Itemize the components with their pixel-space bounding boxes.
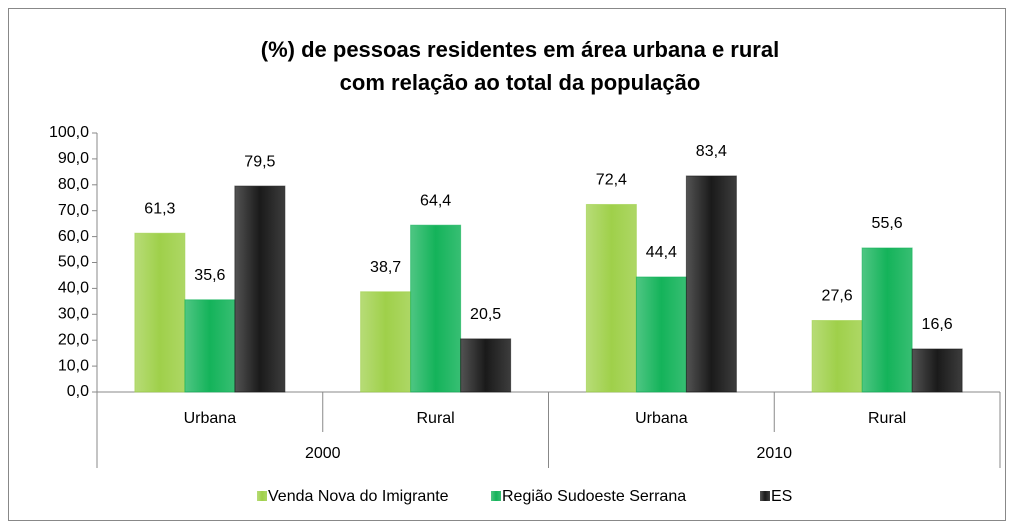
group-label: 2000: [305, 445, 341, 462]
y-tick-label: 0,0: [67, 383, 89, 400]
bar: [685, 175, 737, 393]
legend-swatch: [257, 491, 267, 501]
y-tick-label: 90,0: [58, 150, 89, 167]
y-tick-label: 70,0: [58, 202, 89, 219]
value-label: 38,7: [370, 259, 401, 276]
value-label: 27,6: [822, 288, 853, 305]
x-tick-label: Rural: [868, 410, 906, 427]
y-tick-label: 20,0: [58, 331, 89, 348]
x-tick-label: Rural: [417, 410, 455, 427]
bar: [861, 247, 913, 393]
legend-label: Região Sudoeste Serrana: [502, 488, 686, 505]
bar: [911, 348, 963, 393]
value-label: 64,4: [420, 192, 451, 209]
y-tick-label: 100,0: [49, 124, 89, 141]
bar: [410, 224, 462, 393]
group-label: 2010: [756, 445, 792, 462]
value-label: 83,4: [696, 143, 727, 160]
y-tick-label: 80,0: [58, 176, 89, 193]
bar: [234, 185, 286, 393]
bar: [585, 203, 637, 393]
bar: [811, 320, 863, 393]
y-tick-label: 60,0: [58, 228, 89, 245]
y-tick-label: 40,0: [58, 280, 89, 297]
value-label: 44,4: [646, 244, 677, 261]
chart-title: com relação ao total da população: [340, 70, 701, 95]
bar: [134, 232, 186, 393]
value-label: 16,6: [922, 316, 953, 333]
bar: [635, 276, 687, 393]
bar: [360, 291, 412, 393]
legend-label: ES: [771, 488, 792, 505]
value-label: 35,6: [194, 267, 225, 284]
legend-label: Venda Nova do Imigrante: [268, 488, 449, 505]
x-tick-label: Urbana: [184, 410, 237, 427]
bar: [460, 338, 512, 393]
value-label: 55,6: [872, 215, 903, 232]
value-label: 72,4: [596, 172, 627, 189]
legend-swatch: [491, 491, 501, 501]
bar: [184, 299, 236, 393]
value-label: 20,5: [470, 306, 501, 323]
legend-swatch: [760, 491, 770, 501]
value-label: 79,5: [244, 153, 275, 170]
value-label: 61,3: [144, 200, 175, 217]
x-tick-label: Urbana: [635, 410, 688, 427]
y-tick-label: 50,0: [58, 254, 89, 271]
chart-title: (%) de pessoas residentes em área urbana…: [261, 37, 779, 62]
y-tick-label: 30,0: [58, 306, 89, 323]
y-tick-label: 10,0: [58, 357, 89, 374]
